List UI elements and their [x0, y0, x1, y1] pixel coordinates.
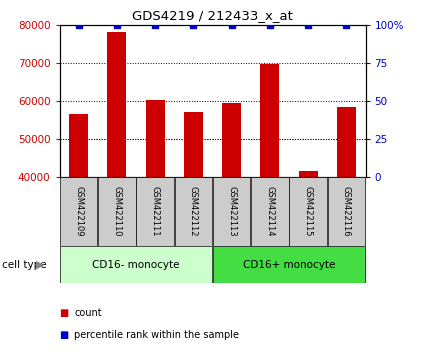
- Text: GSM422112: GSM422112: [189, 186, 198, 237]
- Text: GSM422109: GSM422109: [74, 186, 83, 237]
- Text: GSM422111: GSM422111: [150, 186, 160, 237]
- Text: GSM422110: GSM422110: [112, 186, 122, 237]
- Bar: [184, 112, 203, 177]
- Bar: [328, 177, 365, 246]
- Bar: [145, 100, 164, 177]
- Bar: [337, 107, 356, 177]
- Text: GSM422115: GSM422115: [303, 186, 313, 237]
- Bar: [260, 64, 280, 177]
- Bar: [107, 33, 127, 177]
- Text: GSM422113: GSM422113: [227, 186, 236, 237]
- Text: GDS4219 / 212433_x_at: GDS4219 / 212433_x_at: [132, 9, 293, 22]
- Text: ■: ■: [60, 308, 69, 318]
- Bar: [60, 246, 212, 283]
- Bar: [98, 177, 136, 246]
- Text: CD16- monocyte: CD16- monocyte: [92, 259, 180, 270]
- Bar: [251, 177, 289, 246]
- Text: GSM422114: GSM422114: [265, 186, 275, 237]
- Text: cell type: cell type: [2, 259, 47, 270]
- Text: GSM422116: GSM422116: [342, 186, 351, 237]
- Bar: [222, 103, 241, 177]
- Text: CD16+ monocyte: CD16+ monocyte: [243, 259, 335, 270]
- Bar: [175, 177, 212, 246]
- Bar: [60, 177, 97, 246]
- Text: ■: ■: [60, 330, 69, 339]
- Bar: [298, 171, 317, 177]
- Text: percentile rank within the sample: percentile rank within the sample: [74, 330, 239, 339]
- Bar: [213, 246, 365, 283]
- Text: count: count: [74, 308, 102, 318]
- Bar: [289, 177, 327, 246]
- Bar: [69, 114, 88, 177]
- Bar: [213, 177, 250, 246]
- Bar: [136, 177, 174, 246]
- Text: ▶: ▶: [36, 259, 45, 270]
